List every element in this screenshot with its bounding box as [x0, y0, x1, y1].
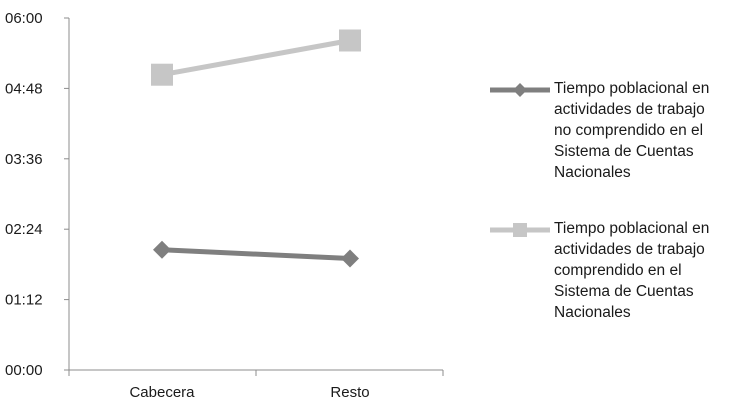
data-point-diamond — [341, 249, 359, 268]
y-tick-labels: 00:00 01:12 02:24 03:36 04:48 06:00 — [5, 10, 43, 379]
y-tick-label: 04:48 — [5, 80, 43, 97]
y-tick-label: 01:12 — [5, 292, 43, 309]
legend-swatch-square — [490, 223, 550, 237]
series-line-2 — [161, 38, 351, 78]
legend-item-series-1: Tiempo poblacional en actividades de tra… — [488, 78, 728, 218]
data-point-square — [339, 29, 361, 52]
legend-label: Tiempo poblacional en actividades de tra… — [554, 220, 710, 321]
chart-legend: Tiempo poblacional en actividades de tra… — [488, 78, 728, 358]
data-point-diamond — [153, 240, 171, 259]
legend-label: Tiempo poblacional en actividades de tra… — [554, 80, 710, 181]
y-tick-label: 00:00 — [5, 362, 43, 379]
plot-area — [151, 29, 361, 268]
x-category-labels: Cabecera Resto — [129, 384, 369, 401]
legend-swatch-diamond — [490, 83, 550, 97]
y-tick-label: 03:36 — [5, 151, 43, 168]
chart-axes — [64, 17, 444, 376]
legend-item-series-2: Tiempo poblacional en actividades de tra… — [488, 218, 728, 358]
y-tick-label: 02:24 — [5, 221, 43, 238]
y-tick-label: 06:00 — [5, 10, 43, 27]
series-line-1 — [161, 247, 351, 262]
x-category-label: Resto — [330, 384, 369, 401]
data-point-square — [151, 63, 173, 86]
x-category-label: Cabecera — [129, 384, 195, 401]
